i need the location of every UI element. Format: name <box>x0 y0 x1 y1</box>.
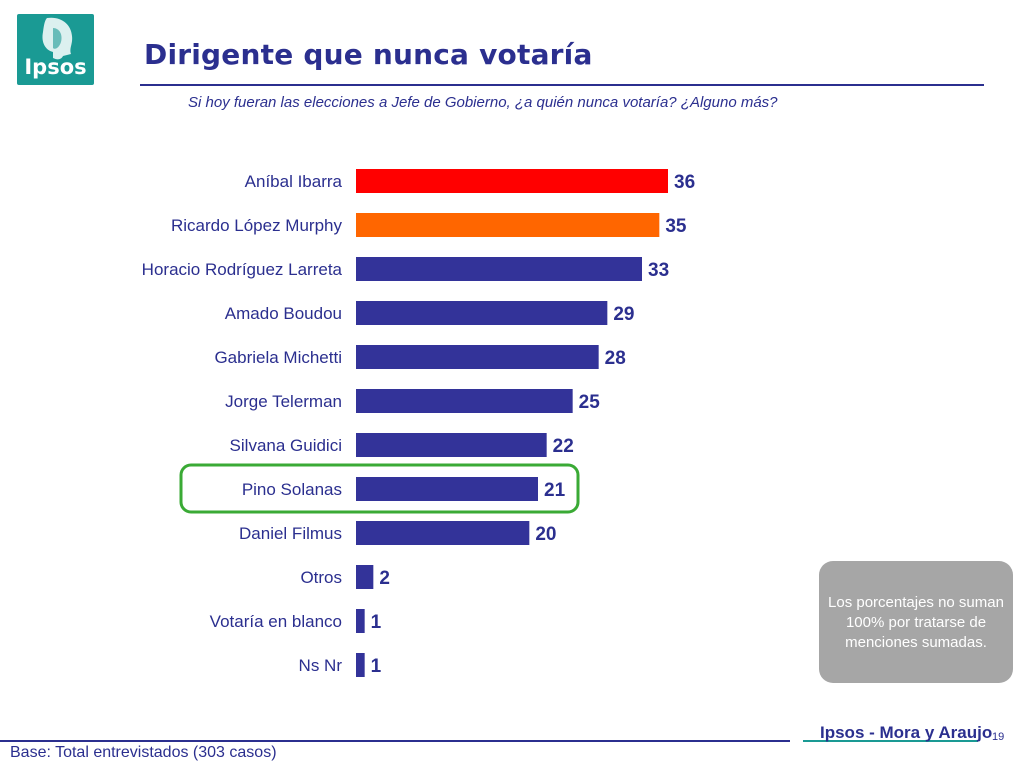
value-label-horacio-rodriguez-larreta: 33 <box>648 260 669 281</box>
value-label-otros: 2 <box>379 568 390 589</box>
bar-otros <box>356 565 374 589</box>
brand-footer: Ipsos - Mora y Araujo <box>820 723 993 742</box>
category-label-ricardo-lopez-murphy: Ricardo López Murphy <box>171 216 343 235</box>
bar-pino-solanas <box>356 477 538 501</box>
bar-jorge-telerman <box>356 389 573 413</box>
value-label-anibal-ibarra: 36 <box>674 172 695 193</box>
category-label-jorge-telerman: Jorge Telerman <box>225 392 342 411</box>
value-label-daniel-filmus: 20 <box>535 524 556 545</box>
category-label-horacio-rodriguez-larreta: Horacio Rodríguez Larreta <box>142 260 343 279</box>
bar-horacio-rodriguez-larreta <box>356 257 642 281</box>
value-label-ricardo-lopez-murphy: 35 <box>665 216 687 237</box>
question-subtitle: Si hoy fueran las elecciones a Jefe de G… <box>188 94 778 111</box>
value-label-gabriela-michetti: 28 <box>605 348 626 369</box>
highlight-outline <box>179 463 580 514</box>
note-box: Los porcentajes no suman 100% por tratar… <box>819 561 1013 683</box>
value-label-jorge-telerman: 25 <box>579 392 601 413</box>
value-label-amado-boudou: 29 <box>613 304 634 325</box>
category-label-pino-solanas: Pino Solanas <box>242 480 342 499</box>
value-label-votaria-en-blanco: 1 <box>371 612 382 633</box>
category-label-amado-boudou: Amado Boudou <box>225 304 342 323</box>
base-note: Base: Total entrevistados (303 casos) <box>10 744 277 761</box>
value-label-ns-nr: 1 <box>371 656 382 677</box>
ipsos-logo: Ipsos <box>17 14 94 85</box>
bar-gabriela-michetti <box>356 345 599 369</box>
value-label-silvana-guidici: 22 <box>553 436 574 457</box>
category-label-anibal-ibarra: Aníbal Ibarra <box>245 172 343 191</box>
bar-silvana-guidici <box>356 433 547 457</box>
footer-divider-accent <box>803 740 978 742</box>
bar-ns-nr <box>356 653 365 677</box>
bar-ricardo-lopez-murphy <box>356 213 660 237</box>
page-number: 19 <box>992 731 1005 743</box>
footer-divider <box>0 740 790 742</box>
category-label-daniel-filmus: Daniel Filmus <box>239 524 342 543</box>
category-label-otros: Otros <box>300 568 342 587</box>
logo-text: Ipsos <box>24 55 87 79</box>
value-label-pino-solanas: 21 <box>544 480 566 501</box>
bar-amado-boudou <box>356 301 608 325</box>
category-label-ns-nr: Ns Nr <box>299 656 343 675</box>
page-title: Dirigente que nunca votaría <box>144 38 593 71</box>
logo-face-icon <box>42 17 73 60</box>
bar-anibal-ibarra <box>356 169 668 193</box>
category-label-votaria-en-blanco: Votaría en blanco <box>210 612 342 631</box>
bar-daniel-filmus <box>356 521 530 545</box>
category-label-silvana-guidici: Silvana Guidici <box>230 436 342 455</box>
bar-votaria-en-blanco <box>356 609 365 633</box>
title-divider <box>140 84 984 86</box>
category-label-gabriela-michetti: Gabriela Michetti <box>214 348 342 367</box>
